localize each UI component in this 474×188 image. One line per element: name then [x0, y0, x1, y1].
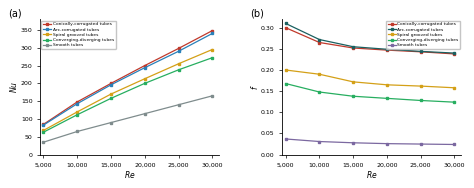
Converging-diverging tubes [418, 99, 424, 102]
Converging-diverging tubes [41, 131, 46, 133]
X-axis label: $Re$: $Re$ [124, 169, 136, 180]
Arc-corrugated tubes [41, 124, 46, 126]
Smooth tubes [283, 138, 289, 140]
Legend: Conically-corrugated tubes, Arc-corrugated tubes, Spiral grooved tubes, Convergi: Conically-corrugated tubes, Arc-corrugat… [41, 20, 116, 49]
Smooth tubes [317, 140, 322, 143]
Spiral grooved tubes [176, 63, 182, 65]
Spiral grooved tubes [74, 111, 80, 113]
Converging-diverging tubes [452, 101, 457, 103]
Smooth tubes [41, 141, 46, 143]
Conically-corrugated tubes [176, 47, 182, 50]
Arc-corrugated tubes [317, 38, 322, 41]
Smooth tubes [176, 104, 182, 106]
Arc-corrugated tubes [452, 52, 457, 54]
Spiral grooved tubes [210, 48, 215, 51]
Line: Arc-corrugated tubes: Arc-corrugated tubes [42, 32, 214, 127]
Spiral grooved tubes [317, 73, 322, 75]
Text: (a): (a) [8, 8, 21, 19]
Spiral grooved tubes [41, 129, 46, 132]
Smooth tubes [108, 121, 114, 124]
Arc-corrugated tubes [283, 22, 289, 25]
Smooth tubes [452, 143, 457, 146]
Spiral grooved tubes [350, 81, 356, 83]
Conically-corrugated tubes [41, 123, 46, 125]
Spiral grooved tubes [108, 93, 114, 95]
Line: Arc-corrugated tubes: Arc-corrugated tubes [284, 22, 456, 55]
Text: (b): (b) [250, 8, 264, 19]
Spiral grooved tubes [418, 85, 424, 87]
Line: Conically-corrugated tubes: Conically-corrugated tubes [42, 29, 214, 126]
Converging-diverging tubes [283, 82, 289, 85]
Y-axis label: $f$: $f$ [248, 84, 259, 90]
Converging-diverging tubes [176, 69, 182, 71]
Line: Smooth tubes: Smooth tubes [284, 138, 456, 146]
Spiral grooved tubes [452, 87, 457, 89]
Smooth tubes [210, 95, 215, 97]
Smooth tubes [384, 143, 390, 145]
Converging-diverging tubes [384, 97, 390, 99]
Arc-corrugated tubes [142, 67, 147, 69]
Line: Converging-diverging tubes: Converging-diverging tubes [284, 82, 456, 104]
Converging-diverging tubes [350, 95, 356, 97]
X-axis label: $Re$: $Re$ [366, 169, 378, 180]
Conically-corrugated tubes [283, 27, 289, 29]
Spiral grooved tubes [384, 84, 390, 86]
Spiral grooved tubes [283, 69, 289, 71]
Smooth tubes [74, 130, 80, 133]
Smooth tubes [142, 113, 147, 115]
Legend: Conically-corrugated tubes, Arc-corrugated tubes, Spiral grooved tubes, Convergi: Conically-corrugated tubes, Arc-corrugat… [386, 20, 460, 49]
Arc-corrugated tubes [418, 50, 424, 52]
Line: Spiral grooved tubes: Spiral grooved tubes [284, 69, 456, 89]
Converging-diverging tubes [74, 114, 80, 116]
Line: Smooth tubes: Smooth tubes [42, 94, 214, 144]
Conically-corrugated tubes [108, 82, 114, 84]
Smooth tubes [350, 142, 356, 144]
Conically-corrugated tubes [350, 47, 356, 49]
Line: Conically-corrugated tubes: Conically-corrugated tubes [284, 26, 456, 55]
Conically-corrugated tubes [317, 41, 322, 44]
Arc-corrugated tubes [74, 102, 80, 105]
Spiral grooved tubes [142, 78, 147, 80]
Converging-diverging tubes [317, 91, 322, 93]
Conically-corrugated tubes [418, 51, 424, 53]
Line: Converging-diverging tubes: Converging-diverging tubes [42, 56, 214, 134]
Arc-corrugated tubes [210, 32, 215, 35]
Converging-diverging tubes [210, 57, 215, 59]
Arc-corrugated tubes [108, 84, 114, 86]
Conically-corrugated tubes [142, 64, 147, 67]
Arc-corrugated tubes [384, 48, 390, 50]
Arc-corrugated tubes [350, 46, 356, 48]
Conically-corrugated tubes [452, 53, 457, 55]
Smooth tubes [418, 143, 424, 145]
Line: Spiral grooved tubes: Spiral grooved tubes [42, 48, 214, 132]
Arc-corrugated tubes [176, 50, 182, 52]
Converging-diverging tubes [142, 82, 147, 84]
Converging-diverging tubes [108, 97, 114, 99]
Conically-corrugated tubes [210, 30, 215, 32]
Conically-corrugated tubes [384, 49, 390, 51]
Y-axis label: $Nu$: $Nu$ [9, 81, 19, 93]
Conically-corrugated tubes [74, 101, 80, 103]
